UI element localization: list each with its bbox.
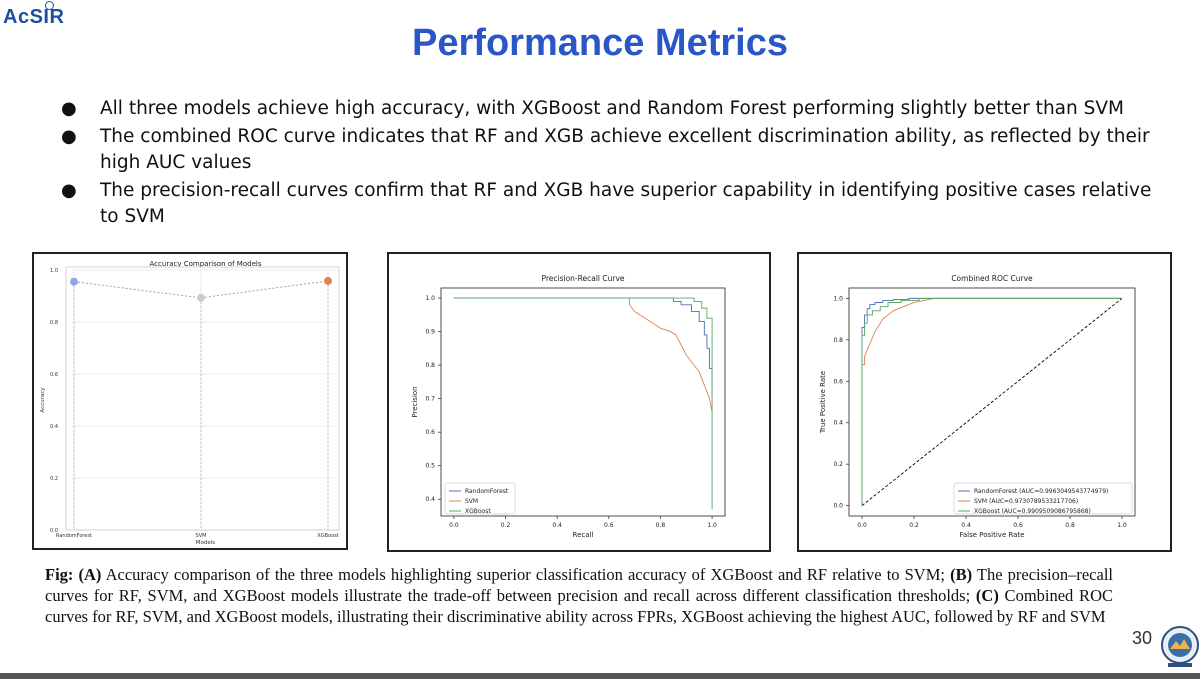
caption-a-text: Accuracy comparison of the three models …	[101, 565, 951, 584]
legend-label: SVM (AUC=0.9730789533217706)	[974, 498, 1078, 505]
legend-box	[953, 482, 1133, 515]
legend-label: RandomForest (AUC=0.9963049543774979)	[974, 488, 1108, 495]
y-tick-label: 1.0	[833, 295, 843, 302]
x-tick-label: XGBoost	[317, 533, 338, 539]
y-tick-label: 0.4	[50, 424, 58, 430]
roc-chart-panel: Combined ROC Curve 0.0 0.2 0.4 0.6 0.8 1.0 0.0 0…	[797, 252, 1172, 552]
series-line-rf	[453, 297, 713, 396]
data-point	[70, 277, 78, 286]
series-line-xgb	[861, 297, 1122, 506]
logo-emblem-icon	[45, 1, 54, 10]
series-line-svm	[453, 297, 713, 413]
x-tick-label: 1.0	[1117, 522, 1127, 529]
x-tick-label: 0.0	[857, 522, 867, 529]
caption-b-label: (B)	[950, 565, 973, 584]
bullet-text: The precision-recall curves confirm that…	[100, 180, 1152, 227]
logo-text: AcSIR	[3, 6, 65, 28]
y-tick-label: 0.9	[425, 329, 435, 336]
precision-recall-chart-panel: Precision-Recall Curve 0.0 0.2 0.4 0.6 0.8 1.0…	[387, 252, 771, 552]
y-axis-label: Accuracy	[40, 387, 46, 413]
page-title: Performance Metrics	[412, 22, 788, 64]
x-tick-label: 0.6	[604, 522, 614, 529]
bottom-bar	[0, 673, 1200, 679]
accuracy-chart: Accuracy Comparison of Models 0.0 0.2 0.4 0.…	[40, 260, 340, 546]
x-tick-label: 1.0	[707, 522, 717, 529]
y-axis-label: Precision	[411, 386, 419, 417]
figure-caption: Fig: (A) Accuracy comparison of the thre…	[45, 564, 1113, 627]
series-line-xgb	[453, 297, 713, 510]
legend-label: XGBoost	[465, 508, 491, 515]
bullet-list: ● All three models achieve high accuracy,…	[55, 96, 1155, 232]
y-tick-label: 0.4	[833, 420, 843, 427]
x-tick-label: 0.4	[961, 522, 971, 529]
plot-frame	[440, 287, 726, 517]
y-tick-label: 0.2	[50, 476, 58, 482]
x-tick-label: 0.8	[656, 522, 666, 529]
y-tick-label: 0.8	[425, 362, 435, 369]
y-tick-label: 0.6	[833, 378, 843, 385]
y-tick-label: 0.0	[833, 503, 843, 510]
legend-label: RandomForest	[465, 488, 509, 495]
x-tick-label: 0.2	[909, 522, 919, 529]
caption-a-label: (A)	[78, 565, 102, 584]
legend-box	[444, 482, 516, 515]
accuracy-chart-panel: Accuracy Comparison of Models 0.0 0.2 0.4 0.…	[32, 252, 348, 550]
bullet-dot-icon: ●	[61, 98, 77, 119]
x-tick-label: 0.8	[1065, 522, 1075, 529]
x-axis-label: Models	[196, 540, 216, 546]
y-tick-label: 0.8	[833, 337, 843, 344]
institute-seal-icon	[1161, 626, 1199, 667]
legend-label: XGBoost (AUC=0.9909509086795868)	[974, 508, 1091, 515]
x-axis-label: False Positive Rate	[959, 531, 1024, 539]
x-tick-label: RandomForest	[56, 533, 92, 539]
series-line-rf	[861, 297, 1122, 506]
x-tick-label: 0.4	[552, 522, 562, 529]
y-tick-label: 1.0	[425, 295, 435, 302]
roc-chart: Combined ROC Curve 0.0 0.2 0.4 0.6 0.8 1.0 0.0 0…	[819, 274, 1136, 539]
chart-title: Accuracy Comparison of Models	[150, 260, 262, 268]
caption-c-label: (C)	[975, 586, 999, 605]
series-line-svm	[861, 297, 1122, 506]
caption-prefix: Fig:	[45, 565, 74, 584]
plot-frame	[65, 266, 340, 531]
bullet-text: All three models achieve high accuracy, …	[100, 98, 1124, 119]
bullet-item: ● The precision-recall curves confirm tha…	[55, 178, 1155, 230]
data-point	[197, 293, 205, 302]
bullet-text: The combined ROC curve indicates that RF…	[100, 126, 1150, 173]
x-axis-label: Recall	[573, 531, 594, 539]
caption-c-text: Combined ROC curves for RF, SVM, and XGB…	[45, 586, 1113, 626]
legend-label: SVM	[465, 498, 478, 505]
y-tick-label: 1.0	[50, 268, 58, 274]
y-tick-label: 0.4	[425, 496, 435, 503]
chart-title: Precision-Recall Curve	[541, 274, 624, 283]
y-tick-label: 0.8	[50, 320, 58, 326]
chance-diagonal	[861, 298, 1123, 506]
chart-title: Combined ROC Curve	[951, 274, 1033, 283]
precision-recall-chart: Precision-Recall Curve 0.0 0.2 0.4 0.6 0.8 1.0…	[411, 274, 726, 539]
y-tick-label: 0.6	[425, 429, 435, 436]
y-tick-label: 0.2	[833, 461, 843, 468]
y-tick-label: 0.0	[50, 528, 58, 534]
bullet-dot-icon: ●	[61, 180, 77, 201]
y-axis-label: True Positive Rate	[819, 371, 827, 434]
acsir-logo: AcSIR	[3, 6, 64, 29]
bullet-item: ● The combined ROC curve indicates that R…	[55, 124, 1155, 176]
page-number: 30	[1132, 628, 1153, 648]
x-tick-label: SVM	[196, 533, 207, 539]
x-tick-label: 0.6	[1013, 522, 1023, 529]
bullet-item: ● All three models achieve high accuracy,…	[55, 96, 1155, 122]
bullet-dot-icon: ●	[61, 126, 77, 147]
data-point	[324, 276, 332, 285]
y-tick-label: 0.5	[425, 463, 435, 470]
y-tick-label: 0.6	[50, 372, 58, 378]
caption-b-text: The precision–recall curves for RF, SVM,…	[45, 565, 1113, 605]
x-tick-label: 0.0	[449, 522, 459, 529]
x-tick-label: 0.2	[501, 522, 511, 529]
y-tick-label: 0.7	[425, 396, 435, 403]
